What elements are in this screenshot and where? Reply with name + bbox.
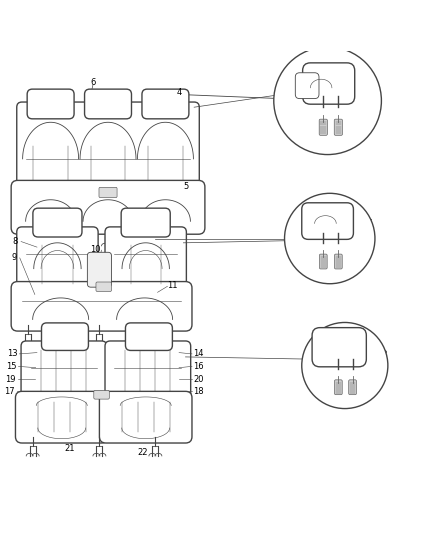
Text: 14: 14 [193,350,204,358]
FancyBboxPatch shape [105,341,191,401]
FancyBboxPatch shape [33,208,82,237]
FancyBboxPatch shape [295,73,319,99]
FancyBboxPatch shape [125,323,173,351]
FancyBboxPatch shape [85,89,131,119]
FancyBboxPatch shape [11,281,192,331]
Text: 19: 19 [5,375,15,384]
FancyBboxPatch shape [99,391,192,443]
Text: 9: 9 [11,253,17,262]
Text: 3: 3 [351,257,356,266]
FancyBboxPatch shape [312,328,366,367]
Text: 2: 2 [286,120,291,129]
Text: 15: 15 [6,362,16,371]
Text: 5: 5 [183,182,188,191]
FancyBboxPatch shape [319,119,327,135]
FancyBboxPatch shape [319,254,327,269]
FancyBboxPatch shape [334,119,343,135]
Text: 20: 20 [193,375,204,384]
Text: 3: 3 [366,382,371,391]
Text: 21: 21 [64,443,74,453]
Text: 17: 17 [4,387,14,396]
FancyBboxPatch shape [11,180,205,234]
FancyBboxPatch shape [87,252,111,287]
Text: 3: 3 [351,124,356,133]
Text: 2: 2 [305,378,311,387]
FancyBboxPatch shape [17,102,199,190]
FancyBboxPatch shape [96,282,111,292]
FancyBboxPatch shape [335,254,342,269]
Text: 16: 16 [193,362,204,371]
Text: 7: 7 [366,219,371,228]
Circle shape [302,322,388,409]
FancyBboxPatch shape [142,89,189,119]
FancyBboxPatch shape [349,380,357,394]
FancyBboxPatch shape [15,391,108,443]
Text: 12: 12 [378,350,388,359]
FancyBboxPatch shape [99,187,117,198]
Text: 8: 8 [13,237,18,246]
Text: 13: 13 [7,350,18,358]
Text: 4: 4 [177,87,182,96]
Circle shape [285,193,375,284]
FancyBboxPatch shape [121,208,170,237]
Text: 22: 22 [137,448,148,457]
Text: 1: 1 [363,79,368,88]
FancyBboxPatch shape [42,323,88,351]
Text: 18: 18 [193,387,204,396]
FancyBboxPatch shape [303,63,355,104]
FancyBboxPatch shape [335,380,342,394]
FancyBboxPatch shape [17,227,98,291]
FancyBboxPatch shape [27,89,74,119]
FancyBboxPatch shape [94,391,110,399]
Text: 6: 6 [90,78,95,87]
Text: 2: 2 [289,253,294,262]
Text: 11: 11 [167,281,178,290]
Text: 10: 10 [90,245,100,254]
FancyBboxPatch shape [105,227,187,291]
Circle shape [274,47,381,155]
FancyBboxPatch shape [21,341,107,401]
FancyBboxPatch shape [302,203,353,239]
